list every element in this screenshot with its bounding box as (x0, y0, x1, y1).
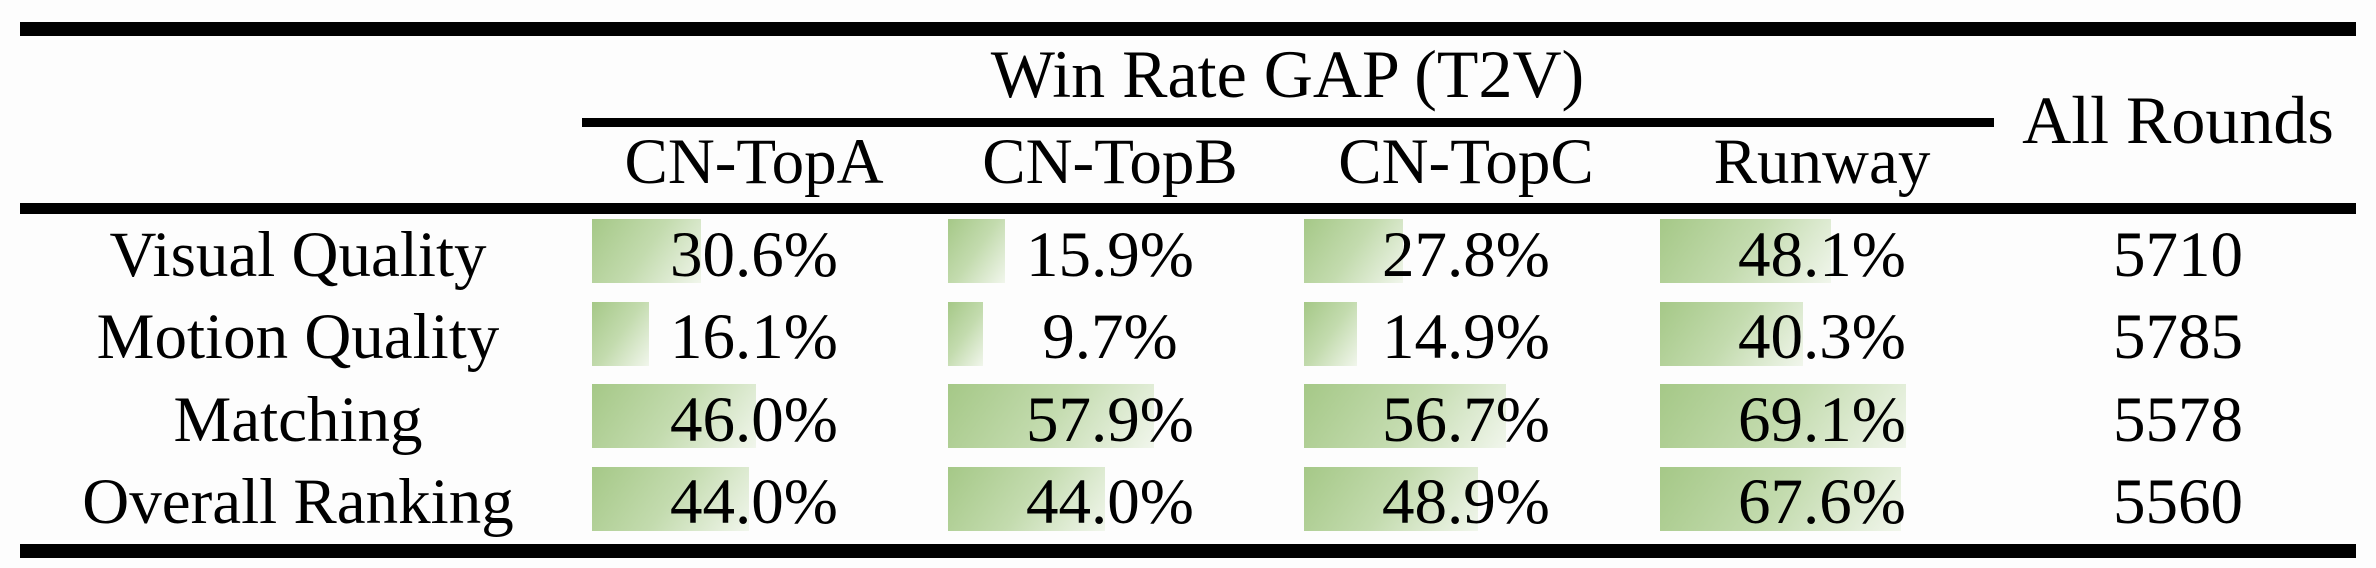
win-rate-cell: 69.1% (1644, 379, 2000, 462)
win-rate-value: 16.1% (670, 301, 838, 374)
table-row: Visual Quality 30.6% 15.9% 27.8% 48.1% 5710 (0, 214, 2376, 297)
win-rate-bar (1660, 301, 1804, 366)
win-rate-cell: 48.1% (1644, 214, 2000, 297)
win-rate-bar (592, 301, 650, 366)
win-rate-value: 40.3% (1738, 301, 1906, 374)
all-rounds-header: All Rounds (2022, 81, 2334, 158)
all-rounds-cell: 5710 (2113, 218, 2243, 291)
win-rate-cell: 30.6% (576, 214, 932, 297)
column-header-runway: Runway (1713, 126, 1931, 198)
win-rate-bar (1304, 466, 1479, 531)
top-rule (20, 22, 2356, 36)
row-label: Motion Quality (96, 301, 500, 374)
win-rate-value: 46.0% (670, 383, 838, 456)
all-rounds-cell: 5785 (2113, 301, 2243, 374)
win-rate-cell: 44.0% (932, 462, 1288, 545)
win-rate-value: 27.8% (1382, 218, 1550, 291)
table-row: Motion Quality 16.1% 9.7% 14.9% 40.3% 5785 (0, 297, 2376, 380)
group-header-rule (582, 118, 1994, 127)
win-rate-value: 57.9% (1026, 383, 1194, 456)
row-label: Matching (173, 383, 423, 456)
table-row: Matching 46.0% 57.9% 56.7% 69.1% 5578 (0, 379, 2376, 462)
win-rate-value: 67.6% (1738, 466, 1906, 539)
column-header-cn-topc: CN-TopC (1338, 126, 1594, 198)
group-header-title: Win Rate GAP (T2V) (990, 36, 1585, 112)
win-rate-value: 14.9% (1382, 301, 1550, 374)
win-rate-bar (592, 466, 749, 531)
win-rate-cell: 48.9% (1288, 462, 1644, 545)
win-rate-bar (1660, 384, 1906, 448)
win-rate-cell: 44.0% (576, 462, 932, 545)
win-rate-value: 56.7% (1382, 383, 1550, 456)
win-rate-value: 9.7% (1042, 301, 1178, 374)
column-header-spacer (0, 122, 576, 203)
win-rate-bar (948, 301, 983, 366)
win-rate-value: 44.0% (1026, 466, 1194, 539)
bottom-rule (20, 544, 2356, 558)
win-rate-bar (592, 219, 701, 283)
row-label: Visual Quality (109, 218, 487, 291)
win-rate-cell: 40.3% (1644, 297, 2000, 380)
all-rounds-cell: 5578 (2113, 383, 2243, 456)
win-rate-bar (1660, 219, 1832, 283)
win-rate-cell: 27.8% (1288, 214, 1644, 297)
win-rate-bar (948, 384, 1155, 448)
win-rate-cell: 16.1% (576, 297, 932, 380)
table-rows: Visual Quality 30.6% 15.9% 27.8% 48.1% 5710 Mo… (0, 214, 2376, 544)
header-body-rule (20, 203, 2356, 214)
win-rate-cell: 14.9% (1288, 297, 1644, 380)
win-rate-bar (948, 466, 1105, 531)
win-rate-bar (948, 219, 1005, 283)
all-rounds-cell: 5560 (2113, 466, 2243, 539)
win-rate-value: 48.9% (1382, 466, 1550, 539)
win-rate-value: 15.9% (1026, 218, 1194, 291)
win-rate-value: 30.6% (670, 218, 838, 291)
win-rate-bar (1660, 466, 1901, 531)
column-header-cn-topa: CN-TopA (624, 126, 884, 198)
win-rate-bar (592, 384, 756, 448)
win-rate-cell: 67.6% (1644, 462, 2000, 545)
win-rate-bar (1304, 384, 1506, 448)
win-rate-cell: 46.0% (576, 379, 932, 462)
win-rate-bar (1304, 219, 1403, 283)
row-label: Overall Ranking (82, 466, 514, 539)
table-row: Overall Ranking 44.0% 44.0% 48.9% 67.6% 5560 (0, 462, 2376, 545)
win-rate-cell: 15.9% (932, 214, 1288, 297)
win-rate-cell: 57.9% (932, 379, 1288, 462)
win-rate-value: 69.1% (1738, 383, 1906, 456)
column-header-row: CN-TopA CN-TopB CN-TopC Runway (0, 122, 2376, 203)
win-rate-value: 48.1% (1738, 218, 1906, 291)
win-rate-cell: 56.7% (1288, 379, 1644, 462)
win-rate-value: 44.0% (670, 466, 838, 539)
win-rate-cell: 9.7% (932, 297, 1288, 380)
column-header-cn-topb: CN-TopB (982, 126, 1238, 198)
win-rate-bar (1304, 301, 1358, 366)
